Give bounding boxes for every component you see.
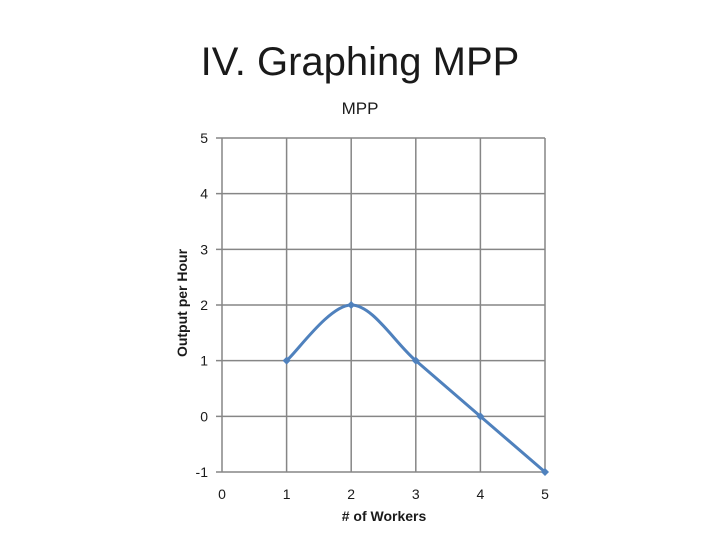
- slide-title: IV. Graphing MPP: [200, 40, 520, 84]
- y-tick-label: 4: [200, 186, 208, 202]
- y-tick-label: -1: [196, 464, 209, 480]
- x-tick-label: 0: [218, 486, 226, 502]
- x-tick-label: 3: [412, 486, 420, 502]
- series-mpp: [282, 301, 549, 476]
- x-tick-label: 4: [477, 486, 485, 502]
- chart-title: MPP: [342, 99, 379, 118]
- y-tick-label: 1: [200, 353, 208, 369]
- data-point-marker: [411, 356, 420, 365]
- y-axis-ticks: 5 4 3 2 1 0 -1: [196, 130, 209, 480]
- y-tick-label: 3: [200, 241, 208, 257]
- data-point-marker: [541, 468, 549, 476]
- x-axis-label: # of Workers: [342, 508, 427, 524]
- data-point-marker: [282, 356, 291, 365]
- x-tick-label: 5: [541, 486, 549, 502]
- x-tick-label: 2: [347, 486, 355, 502]
- grid: [216, 137, 546, 473]
- y-axis-label: Output per Hour: [174, 248, 190, 357]
- y-tick-label: 0: [200, 408, 208, 424]
- y-tick-label: 2: [200, 297, 208, 313]
- y-tick-label: 5: [200, 130, 208, 146]
- x-axis-ticks: 0 1 2 3 4 5: [218, 486, 549, 502]
- data-point-marker: [347, 301, 356, 309]
- data-point-marker: [476, 412, 485, 421]
- x-tick-label: 1: [283, 486, 291, 502]
